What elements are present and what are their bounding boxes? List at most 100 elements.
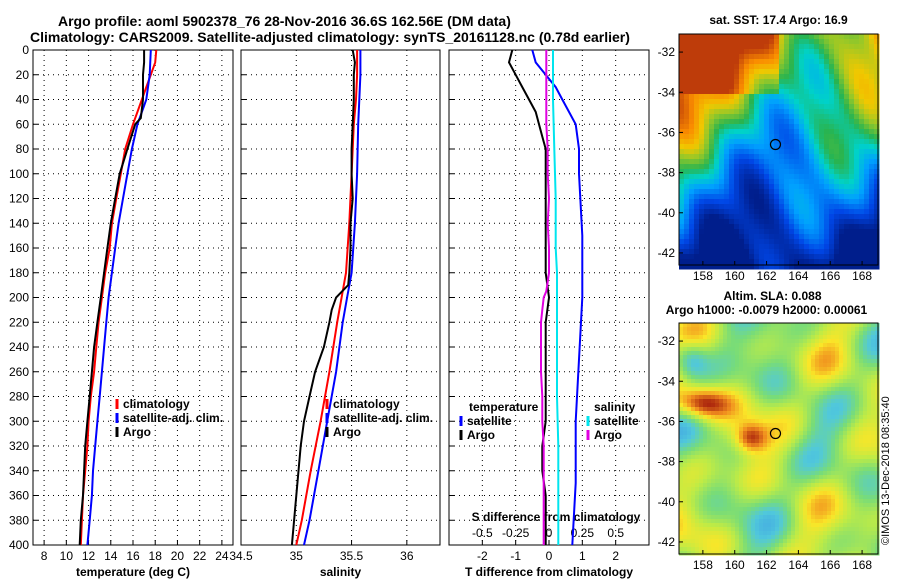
map-cell (789, 54, 795, 60)
map-cell (804, 44, 810, 50)
map-cell (834, 234, 840, 240)
map-cell (775, 455, 780, 460)
map-cell (814, 194, 820, 200)
map-cell (819, 431, 824, 436)
map-cell (859, 455, 864, 460)
map-cell (869, 214, 875, 220)
map-cell (791, 351, 796, 356)
map-cell (683, 407, 688, 412)
map-cell (779, 399, 784, 404)
map-cell (803, 511, 808, 516)
map-cell (783, 323, 788, 328)
map-cell (727, 487, 732, 492)
map-cell (859, 34, 865, 40)
map-cell (787, 379, 792, 384)
map-cell (783, 483, 788, 488)
map-cell (791, 343, 796, 348)
map-cell (784, 149, 790, 155)
map-cell (799, 423, 804, 428)
map-cell (755, 427, 760, 432)
map-cell (679, 351, 684, 356)
map-cell (824, 184, 830, 190)
map-cell (795, 463, 800, 468)
map-cell (729, 154, 735, 160)
map-cell (803, 427, 808, 432)
map-cell (689, 54, 695, 60)
map-cell (779, 495, 784, 500)
map-cell (859, 423, 864, 428)
map-cell (707, 431, 712, 436)
map-cell (707, 499, 712, 504)
map-cell (783, 371, 788, 376)
map-cell (679, 447, 684, 452)
map-cell (735, 339, 740, 344)
map-cell (831, 523, 836, 528)
map-cell (739, 64, 745, 70)
map-cell (779, 69, 785, 75)
map-cell (849, 189, 855, 195)
map-cell (827, 451, 832, 456)
map-cell (831, 507, 836, 512)
map-cell (739, 455, 744, 460)
map-cell (683, 551, 688, 556)
map-cell (729, 179, 735, 185)
map-cell (811, 379, 816, 384)
map-cell (691, 407, 696, 412)
map-cell (809, 39, 815, 45)
map-cell (699, 49, 705, 55)
map-cell (831, 543, 836, 548)
map-cell (831, 467, 836, 472)
map-cell (819, 447, 824, 452)
map-cell (779, 99, 785, 105)
map-cell (751, 355, 756, 360)
map-cell (679, 495, 684, 500)
map-cell (749, 54, 755, 60)
map-cell (735, 487, 740, 492)
map-cell (744, 214, 750, 220)
map-cell (855, 355, 860, 360)
map-cell (723, 379, 728, 384)
map-cell (679, 244, 685, 250)
map-cell (724, 204, 730, 210)
map-cell (755, 499, 760, 504)
map-cell (714, 99, 720, 105)
map-cell (734, 59, 740, 65)
map-cell (859, 343, 864, 348)
map-cell (711, 411, 716, 416)
map-cell (784, 224, 790, 230)
map-cell (849, 129, 855, 135)
map-cell (779, 114, 785, 120)
map-cell (754, 204, 760, 210)
map-cell (789, 254, 795, 260)
map-cell (799, 89, 805, 95)
map-cell (699, 551, 704, 556)
map-cell (747, 399, 752, 404)
map-cell (787, 435, 792, 440)
map-cell (739, 523, 744, 528)
map-cell (691, 335, 696, 340)
map-cell (679, 359, 684, 364)
map-cell (809, 154, 815, 160)
map-cell (827, 543, 832, 548)
map-cell (747, 391, 752, 396)
map-cell (834, 124, 840, 130)
map-cell (854, 39, 860, 45)
map-cell (823, 523, 828, 528)
map-cell (811, 435, 816, 440)
map-cell (847, 439, 852, 444)
map-cell (744, 224, 750, 230)
map-cell (739, 109, 745, 115)
map-cell (754, 54, 760, 60)
map-cell (719, 347, 724, 352)
map-cell (794, 74, 800, 80)
map-cell (729, 244, 735, 250)
map-cell (749, 234, 755, 240)
map-cell (763, 415, 768, 420)
map-cell (715, 531, 720, 536)
map-cell (731, 467, 736, 472)
map-cell (811, 371, 816, 376)
map-cell (824, 234, 830, 240)
map-cell (819, 531, 824, 536)
map-cell (679, 451, 684, 456)
map-cell (759, 551, 764, 556)
